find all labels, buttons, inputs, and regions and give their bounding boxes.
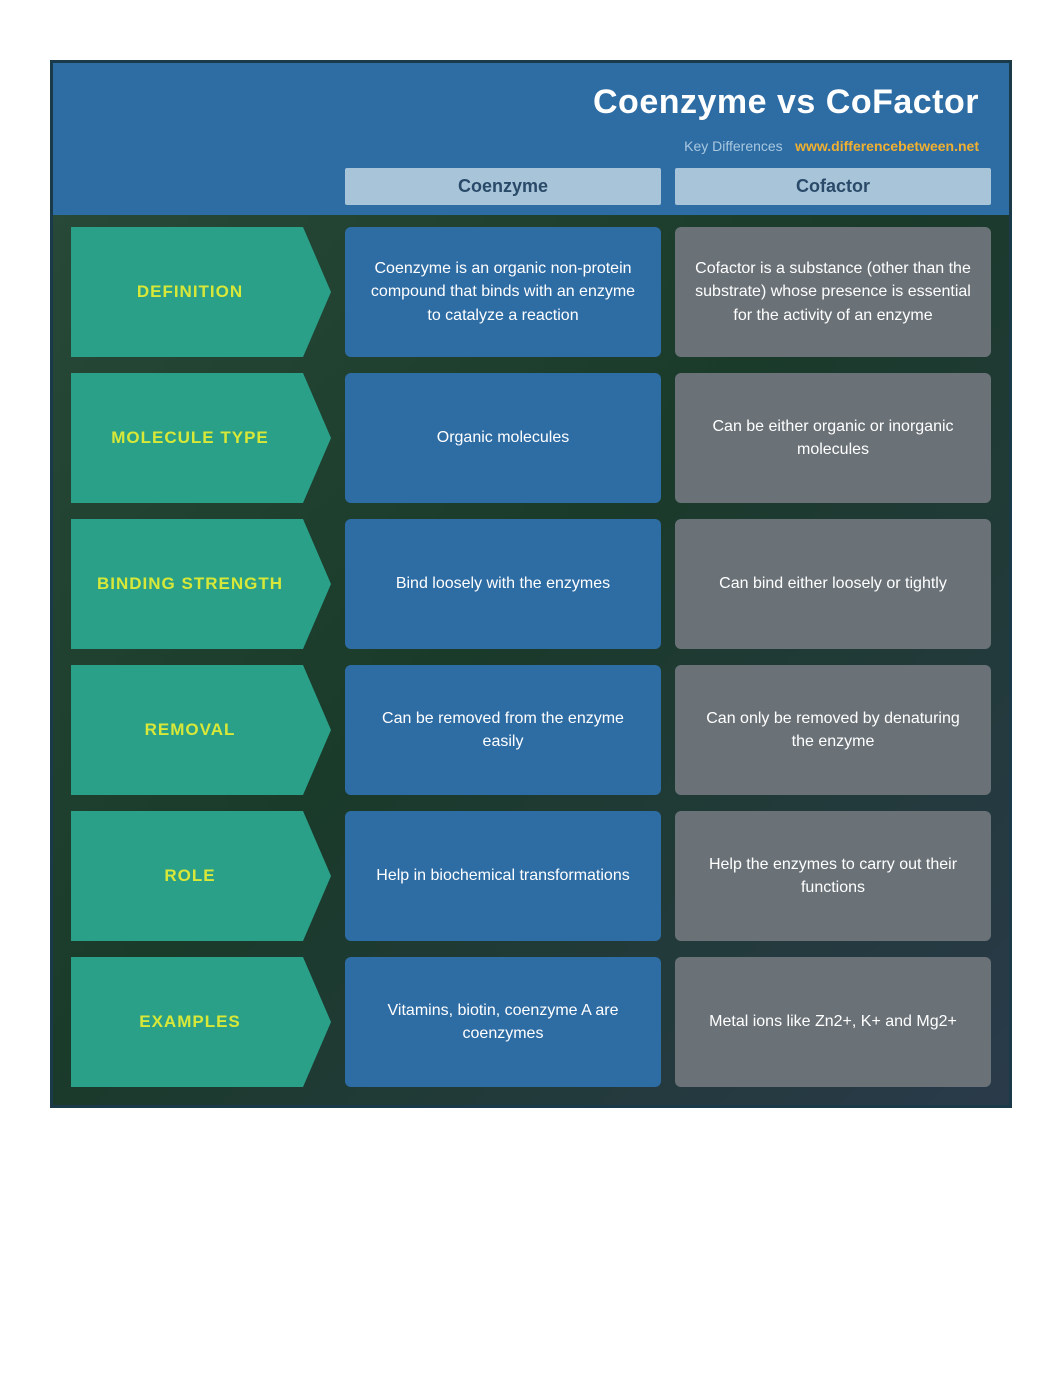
cell-coenzyme: Organic molecules (345, 373, 661, 503)
col-header-right: Cofactor (675, 168, 991, 205)
title: Coenzyme vs CoFactor (83, 83, 979, 122)
row-label-arrow: DEFINITION (71, 227, 331, 357)
row-label-arrow: BINDING STRENGTH (71, 519, 331, 649)
rows-container: DEFINITION Coenzyme is an organic non-pr… (53, 215, 1009, 1105)
row-label-arrow: REMOVAL (71, 665, 331, 795)
cell-coenzyme: Bind loosely with the enzymes (345, 519, 661, 649)
cell-cofactor: Metal ions like Zn2+, K+ and Mg2+ (675, 957, 991, 1087)
row-label-arrow: MOLECULE TYPE (71, 373, 331, 503)
col-header-left: Coenzyme (345, 168, 661, 205)
cell-coenzyme: Help in biochemical transformations (345, 811, 661, 941)
row-label: MOLECULE TYPE (111, 427, 269, 449)
cell-coenzyme: Can be removed from the enzyme easily (345, 665, 661, 795)
cell-coenzyme: Coenzyme is an organic non-protein compo… (345, 227, 661, 357)
table-row: EXAMPLES Vitamins, biotin, coenzyme A ar… (71, 957, 991, 1087)
table-row: MOLECULE TYPE Organic molecules Can be e… (71, 373, 991, 503)
subtitle-row: Key Differences www.differencebetween.ne… (53, 132, 1009, 168)
cell-cofactor: Help the enzymes to carry out their func… (675, 811, 991, 941)
row-label: EXAMPLES (139, 1011, 241, 1033)
cell-cofactor: Cofactor is a substance (other than the … (675, 227, 991, 357)
table-row: DEFINITION Coenzyme is an organic non-pr… (71, 227, 991, 357)
table-row: ROLE Help in biochemical transformations… (71, 811, 991, 941)
table-row: REMOVAL Can be removed from the enzyme e… (71, 665, 991, 795)
comparison-infographic: Coenzyme vs CoFactor Key Differences www… (50, 60, 1012, 1108)
cell-cofactor: Can bind either loosely or tightly (675, 519, 991, 649)
subtitle-label: Key Differences (684, 138, 783, 154)
cell-coenzyme: Vitamins, biotin, coenzyme A are coenzym… (345, 957, 661, 1087)
row-label-arrow: EXAMPLES (71, 957, 331, 1087)
row-label: ROLE (164, 865, 215, 887)
column-headers: Coenzyme Cofactor (53, 168, 1009, 215)
header: Coenzyme vs CoFactor (53, 63, 1009, 132)
table-row: BINDING STRENGTH Bind loosely with the e… (71, 519, 991, 649)
row-label: REMOVAL (145, 719, 236, 741)
subtitle-link: www.differencebetween.net (795, 138, 979, 154)
row-label-arrow: ROLE (71, 811, 331, 941)
row-label: BINDING STRENGTH (97, 573, 283, 595)
cell-cofactor: Can be either organic or inorganic molec… (675, 373, 991, 503)
col-header-spacer (71, 168, 331, 205)
cell-cofactor: Can only be removed by denaturing the en… (675, 665, 991, 795)
row-label: DEFINITION (137, 281, 243, 303)
